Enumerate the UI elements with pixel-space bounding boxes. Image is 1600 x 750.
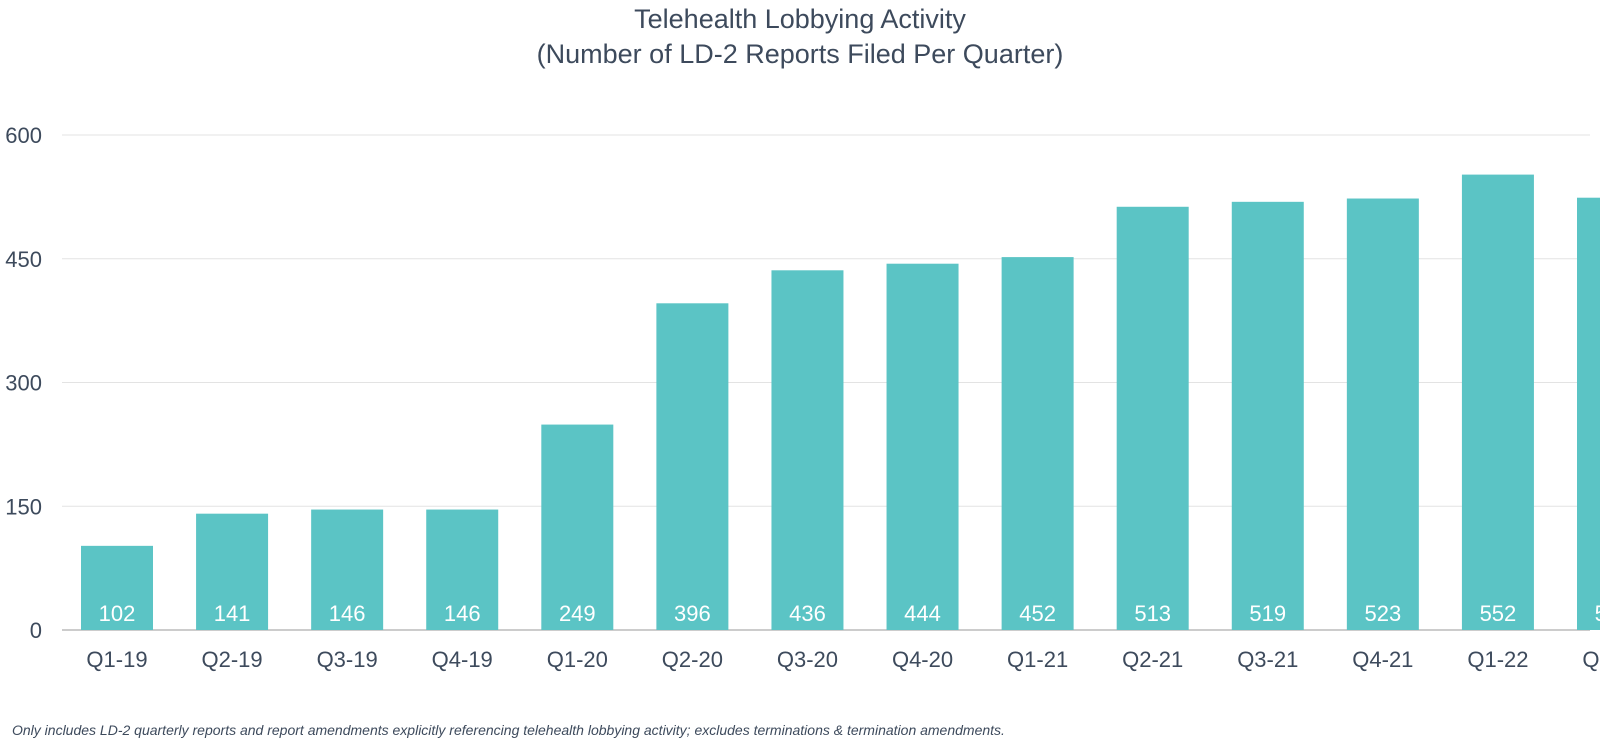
bar bbox=[1116, 206, 1189, 630]
x-tick-label: Q4-21 bbox=[1352, 647, 1413, 672]
x-tick-label: Q2-21 bbox=[1122, 647, 1183, 672]
bar bbox=[1346, 198, 1419, 630]
x-tick-label: Q4-20 bbox=[892, 647, 953, 672]
bar bbox=[541, 424, 614, 630]
x-tick-label: Q2-19 bbox=[201, 647, 262, 672]
chart-title-text: Telehealth Lobbying Activity bbox=[634, 4, 966, 34]
footnote: Only includes LD-2 quarterly reports and… bbox=[12, 722, 1005, 738]
data-label: 146 bbox=[329, 601, 366, 626]
x-tick-label: Q3-20 bbox=[777, 647, 838, 672]
x-axis-labels: Q1-19 Q2-19 Q3-19 Q4-19 Q1-20 Q2-20 Q3-20 Q4-20… bbox=[86, 647, 1600, 672]
data-label: 524 bbox=[1595, 601, 1600, 626]
x-tick-label: Q1-22 bbox=[1467, 647, 1528, 672]
x-tick-label: Q2-20 bbox=[662, 647, 723, 672]
bar bbox=[311, 509, 384, 630]
data-label: 141 bbox=[214, 601, 251, 626]
data-label: 519 bbox=[1249, 601, 1286, 626]
bar bbox=[1231, 201, 1304, 630]
x-tick-label: Q3-19 bbox=[317, 647, 378, 672]
bar bbox=[886, 263, 959, 630]
y-tick-label: 300 bbox=[5, 371, 42, 396]
y-tick-label: 450 bbox=[5, 247, 42, 272]
x-tick-label: Q1-20 bbox=[547, 647, 608, 672]
y-tick-label: 150 bbox=[5, 494, 42, 519]
y-tick-label: 600 bbox=[5, 123, 42, 148]
data-label: 102 bbox=[99, 601, 136, 626]
bar bbox=[1461, 174, 1534, 630]
data-label: 436 bbox=[789, 601, 826, 626]
chart-title: Telehealth Lobbying Activity (Number of … bbox=[0, 2, 1600, 72]
data-label: 523 bbox=[1364, 601, 1401, 626]
chart-subtitle-text: (Number of LD-2 Reports Filed Per Quarte… bbox=[536, 39, 1064, 69]
data-label: 452 bbox=[1019, 601, 1056, 626]
data-label: 552 bbox=[1480, 601, 1517, 626]
data-label: 444 bbox=[904, 601, 941, 626]
x-tick-label: Q3-21 bbox=[1237, 647, 1298, 672]
data-label: 146 bbox=[444, 601, 481, 626]
bar bbox=[656, 303, 729, 630]
x-tick-label: Q1-19 bbox=[86, 647, 147, 672]
bar bbox=[1577, 197, 1600, 630]
bar bbox=[1001, 257, 1074, 630]
bars: 102 141 146 146 249 396 436 444 452 513 519 523 552 5… bbox=[81, 174, 1600, 630]
bar bbox=[81, 545, 153, 630]
data-label: 513 bbox=[1134, 601, 1171, 626]
x-tick-label: Q1-21 bbox=[1007, 647, 1068, 672]
y-axis-ticks: 0 150 300 450 600 bbox=[5, 123, 42, 643]
x-tick-label: Q4-19 bbox=[432, 647, 493, 672]
bar bbox=[196, 513, 269, 630]
data-label: 249 bbox=[559, 601, 596, 626]
bar bbox=[771, 270, 844, 630]
data-label: 396 bbox=[674, 601, 711, 626]
x-tick-label: Q2-22 bbox=[1582, 647, 1600, 672]
bar bbox=[426, 509, 499, 630]
y-tick-label: 0 bbox=[30, 618, 42, 643]
